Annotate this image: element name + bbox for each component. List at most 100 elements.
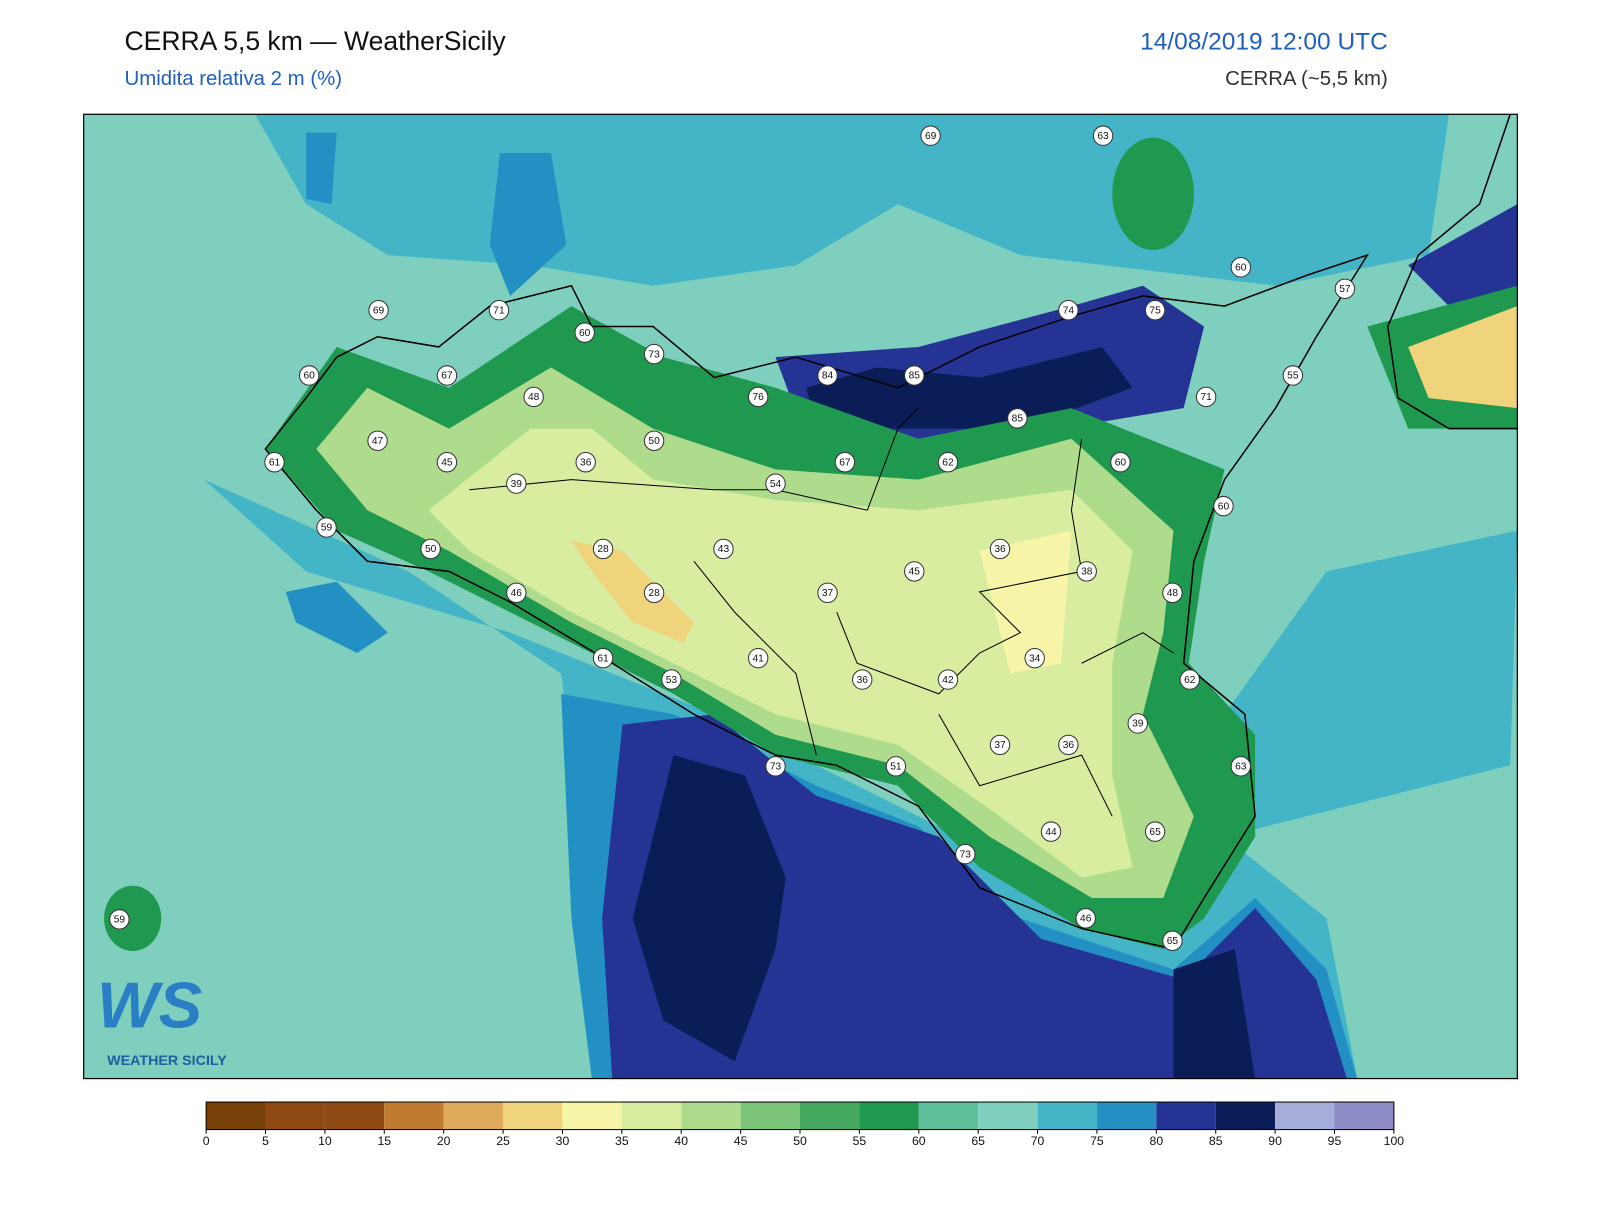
station-value: 61 [269, 457, 281, 468]
station-marker [1144, 300, 1166, 321]
island-humid [104, 885, 162, 952]
island-driest [979, 530, 1072, 674]
station-marker [574, 322, 595, 343]
station-value: 37 [994, 740, 1006, 751]
station-marker [1179, 669, 1200, 690]
station-value: 65 [1149, 827, 1161, 838]
station-marker [1058, 734, 1079, 756]
station-value: 60 [304, 371, 316, 382]
station-marker [1110, 452, 1131, 473]
station-value: 47 [372, 436, 384, 447]
station-marker [1162, 582, 1183, 604]
station-value: 61 [597, 653, 609, 664]
station-marker [920, 125, 941, 146]
station-value: 36 [1063, 740, 1075, 751]
station-value: 39 [1132, 719, 1144, 730]
station-value: 57 [1339, 284, 1351, 295]
station-marker [436, 365, 458, 386]
station-value: 43 [718, 544, 730, 555]
station-marker [817, 582, 838, 604]
humid-area [1408, 204, 1518, 307]
station-marker [298, 365, 320, 386]
humid-area [632, 755, 786, 1062]
colorbar-segment [384, 1102, 444, 1130]
colorbar-segment [918, 1102, 979, 1130]
station-value: 36 [857, 675, 869, 686]
station-value: 37 [822, 588, 834, 599]
station-value: 50 [425, 544, 437, 555]
station-value: 69 [925, 131, 937, 142]
station-value: 73 [960, 849, 972, 860]
station-marker [420, 538, 441, 560]
station-marker [661, 669, 682, 690]
station-value: 48 [1167, 588, 1179, 599]
station-value: 76 [752, 392, 764, 403]
station-value: 62 [942, 457, 954, 468]
station-marker [592, 647, 614, 669]
station-marker [937, 669, 959, 690]
station-marker [264, 452, 285, 473]
station-value: 69 [373, 305, 385, 316]
station-value: 44 [1045, 827, 1057, 838]
humid-area [285, 581, 388, 654]
station-marker [506, 582, 527, 604]
station-marker [1213, 495, 1234, 517]
colorbar-tick-label: 60 [912, 1134, 926, 1148]
station-value: 46 [1080, 914, 1092, 925]
station-value: 59 [114, 915, 126, 926]
station-marker [1075, 908, 1096, 929]
station-marker [1058, 300, 1079, 321]
model: CERRA (~5,5 km) [1225, 68, 1388, 90]
colorbar-segment [324, 1102, 385, 1130]
station-value: 85 [909, 371, 921, 382]
colorbar-segment [681, 1102, 741, 1130]
colorbar-tick-label: 95 [1328, 1134, 1342, 1148]
humid-area [806, 346, 1133, 429]
colorbar-tick-label: 50 [793, 1134, 807, 1148]
datetime: 14/08/2019 12:00 UTC [1140, 28, 1388, 55]
station-marker [368, 300, 389, 321]
station-marker [1007, 408, 1028, 429]
station-value: 51 [890, 762, 902, 773]
station-marker [1162, 930, 1183, 952]
station-marker [747, 386, 769, 408]
station-value: 41 [752, 653, 764, 664]
coastline [1386, 114, 1518, 430]
colorbar-segment [800, 1102, 860, 1130]
station-marker [436, 452, 458, 473]
station-value: 73 [770, 762, 782, 773]
station-marker [592, 538, 614, 560]
station-marker [1024, 647, 1045, 669]
colorbar-segment [1275, 1102, 1335, 1130]
colorbar-segment [1096, 1102, 1157, 1130]
station-value: 62 [1184, 675, 1196, 686]
station-marker [1282, 365, 1304, 386]
station-value: 45 [909, 567, 921, 578]
station-marker [1040, 821, 1062, 842]
logo-mark: WS [97, 968, 202, 1041]
station-marker [937, 452, 959, 473]
colorbar-segment [740, 1102, 800, 1130]
station-value: 75 [1149, 305, 1161, 316]
station-value: 73 [648, 349, 660, 360]
station-value: 60 [579, 328, 591, 339]
humid-area [602, 714, 1347, 1079]
colorbar-tick-label: 90 [1268, 1134, 1282, 1148]
station-value: 60 [1235, 263, 1247, 274]
colorbar-segment [978, 1102, 1038, 1130]
station-marker [765, 473, 786, 494]
colorbar-tick-label: 100 [1384, 1134, 1405, 1148]
colorbar-tick-label: 5 [262, 1134, 269, 1148]
station-marker [817, 365, 838, 386]
colorbar-tick-label: 40 [674, 1134, 688, 1148]
colorbar-segment [1156, 1102, 1216, 1130]
station-value: 55 [1287, 371, 1299, 382]
colorbar-tick-label: 55 [853, 1134, 867, 1148]
colorbar-tick-label: 10 [318, 1134, 332, 1148]
station-value: 36 [994, 544, 1006, 555]
station-marker [1144, 821, 1166, 842]
colorbar-tick-label: 35 [615, 1134, 629, 1148]
station-value: 63 [1097, 131, 1109, 142]
station-marker [109, 909, 130, 930]
station-value: 39 [511, 479, 523, 490]
